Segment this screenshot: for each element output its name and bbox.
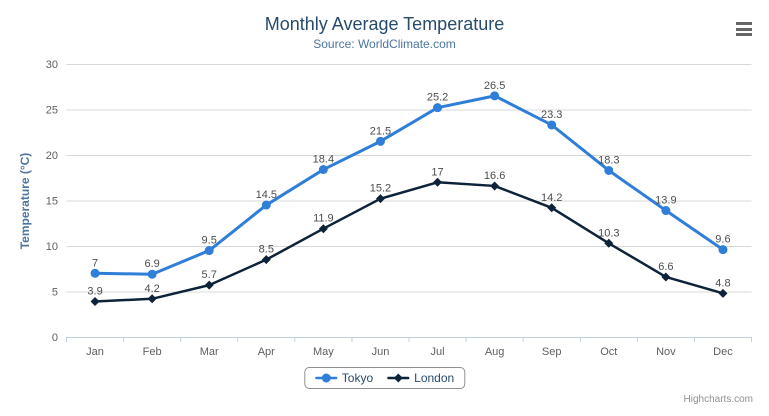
data-point-tokyo[interactable] — [661, 206, 671, 216]
data-point-london[interactable] — [718, 288, 728, 298]
chart-subtitle: Source: WorldClimate.com — [313, 37, 456, 51]
data-point-tokyo[interactable] — [490, 91, 500, 101]
legend-item-label: London — [414, 371, 455, 385]
menu-bar — [736, 22, 752, 25]
data-point-tokyo[interactable] — [147, 269, 157, 279]
legend-item-london[interactable]: London — [387, 371, 454, 385]
data-label-tokyo: 6.9 — [144, 258, 159, 270]
x-axis-label: Oct — [600, 346, 617, 358]
data-label-tokyo: 21.5 — [370, 125, 391, 137]
data-point-tokyo[interactable] — [90, 268, 100, 278]
data-point-london[interactable] — [433, 177, 443, 187]
data-label-tokyo: 7 — [92, 257, 98, 269]
x-axis-label: Feb — [143, 346, 162, 358]
x-axis-label: Aug — [485, 346, 505, 358]
x-axis-label: Jul — [431, 346, 445, 358]
data-point-london[interactable] — [604, 238, 614, 248]
credits-link[interactable]: Highcharts.com — [683, 394, 753, 405]
x-axis-label: Dec — [713, 346, 733, 358]
data-label-london: 11.9 — [313, 213, 334, 225]
data-point-tokyo[interactable] — [547, 120, 557, 130]
x-axis-label: Jun — [372, 346, 390, 358]
x-axis-label: Nov — [656, 346, 676, 358]
data-point-tokyo[interactable] — [718, 245, 728, 255]
data-point-london[interactable] — [147, 294, 157, 304]
legend-item-tokyo[interactable]: Tokyo — [314, 371, 374, 385]
data-label-london: 17 — [431, 166, 443, 178]
data-label-tokyo: 13.9 — [655, 195, 676, 207]
series-line-london[interactable] — [93, 181, 725, 303]
data-label-london: 5.7 — [202, 269, 217, 281]
export-menu-icon[interactable] — [736, 22, 752, 36]
y-axis-label: 25 — [46, 105, 58, 117]
data-point-london[interactable] — [547, 203, 557, 213]
data-label-london: 8.5 — [259, 244, 274, 256]
y-axis-label: 0 — [52, 332, 58, 344]
menu-bar — [736, 27, 752, 31]
x-axis-label: Mar — [200, 346, 219, 358]
legend: Tokyo London — [303, 367, 466, 389]
x-axis-label: Apr — [258, 346, 275, 358]
legend-marker-shape — [321, 373, 331, 383]
data-label-tokyo: 18.3 — [598, 154, 619, 166]
y-axis-label: 30 — [46, 59, 58, 71]
data-label-tokyo: 23.3 — [541, 109, 562, 121]
x-axis-label: May — [313, 346, 334, 358]
data-label-london: 6.6 — [658, 261, 673, 273]
data-label-tokyo: 14.5 — [256, 189, 277, 201]
data-label-tokyo: 9.6 — [715, 234, 730, 246]
data-label-london: 4.8 — [715, 277, 730, 289]
data-label-tokyo: 18.4 — [313, 154, 334, 166]
data-label-tokyo: 9.5 — [202, 235, 217, 247]
data-point-tokyo[interactable] — [318, 165, 328, 175]
data-point-london[interactable] — [490, 181, 500, 191]
data-point-tokyo[interactable] — [204, 246, 214, 256]
data-point-tokyo[interactable] — [261, 200, 271, 210]
data-label-london: 16.6 — [484, 170, 505, 182]
legend-marker-shape — [393, 373, 403, 383]
data-point-london[interactable] — [204, 280, 214, 290]
legend-marker-diamond-icon — [387, 373, 410, 383]
data-label-london: 10.3 — [598, 227, 619, 239]
y-axis-label: 20 — [46, 150, 58, 162]
data-label-london: 15.2 — [370, 183, 391, 195]
data-label-london: 3.9 — [87, 286, 102, 298]
data-label-london: 4.2 — [144, 283, 159, 295]
data-point-tokyo[interactable] — [604, 165, 614, 175]
data-point-london[interactable] — [661, 272, 671, 282]
x-axis-label: Sep — [542, 346, 562, 358]
x-axis-label: Jan — [86, 346, 104, 358]
data-point-london[interactable] — [261, 255, 271, 265]
data-point-london[interactable] — [318, 224, 328, 234]
data-point-london[interactable] — [90, 297, 100, 307]
data-point-tokyo[interactable] — [375, 136, 385, 146]
legend-marker-circle-icon — [314, 373, 337, 383]
data-label-tokyo: 26.5 — [484, 80, 505, 92]
data-point-london[interactable] — [375, 194, 385, 204]
data-point-tokyo[interactable] — [433, 103, 443, 113]
y-axis-label: 15 — [46, 196, 58, 208]
data-label-tokyo: 25.2 — [427, 92, 448, 104]
legend-item-label: Tokyo — [341, 371, 374, 385]
chart-title: Monthly Average Temperature — [264, 14, 505, 34]
menu-bar — [736, 33, 752, 36]
data-label-london: 14.2 — [541, 192, 562, 204]
y-axis-label: 10 — [46, 241, 58, 253]
series-line-tokyo[interactable] — [93, 94, 725, 276]
y-axis-label: 5 — [52, 287, 58, 299]
